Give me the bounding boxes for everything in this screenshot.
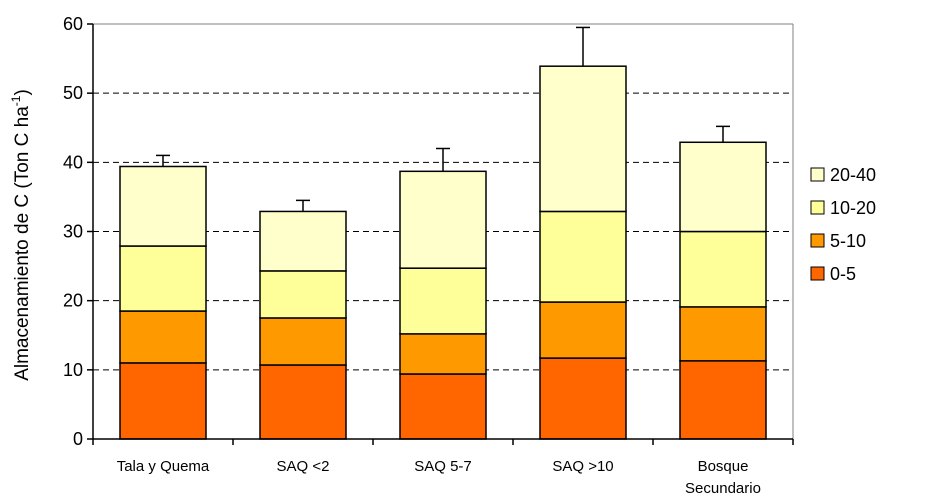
legend-swatch (810, 233, 825, 248)
y-tick-label: 0 (73, 429, 83, 449)
y-axis-label: Almacenamiento de C (Ton C ha-1) (9, 89, 33, 381)
bar-segment-0-5 (399, 373, 487, 440)
bar-segment-0-5 (119, 362, 207, 440)
bar-segment-5-10 (539, 301, 627, 359)
bar-segment-5-10 (259, 317, 347, 366)
x-category-label: SAQ <2 (277, 458, 330, 475)
legend-label: 10-20 (830, 198, 876, 218)
y-axis-label-superscript: -1 (9, 95, 23, 106)
x-category-label: Bosque (698, 458, 749, 475)
bars (119, 65, 767, 440)
legend-label: 5-10 (830, 231, 866, 251)
y-tick-label: 10 (63, 360, 83, 380)
bar-segment-10-20 (399, 267, 487, 335)
bar-segment-0-5 (539, 357, 627, 440)
bar-segment-10-20 (119, 245, 207, 312)
y-tick-labels: 0 10 20 30 40 50 60 (63, 14, 83, 449)
x-category-label: Secundario (685, 480, 761, 497)
error-bars (156, 26, 730, 212)
bar-segment-10-20 (539, 210, 627, 303)
y-tick-label: 60 (63, 14, 83, 34)
legend-label: 20-40 (830, 165, 876, 185)
bar-segment-5-10 (119, 310, 207, 364)
bar-segment-20-40 (119, 165, 207, 247)
bar-segment-20-40 (539, 65, 627, 213)
bar-segment-5-10 (679, 306, 767, 362)
y-tick-label: 30 (63, 222, 83, 242)
legend: 20-40 10-20 5-10 0-5 (810, 165, 876, 284)
bar-segment-0-5 (679, 360, 767, 440)
y-axis-label-end: ) (12, 89, 33, 95)
x-category-label: SAQ 5-7 (414, 458, 472, 475)
legend-swatch (810, 200, 825, 215)
bar-segment-20-40 (679, 141, 767, 233)
bar-segment-10-20 (679, 230, 767, 308)
y-tick-label: 40 (63, 152, 83, 172)
x-category-labels: Tala y Quema SAQ <2 SAQ 5-7 SAQ >10 Bosque Se… (117, 458, 761, 497)
bar-segment-10-20 (259, 270, 347, 319)
legend-swatch (810, 167, 825, 182)
axes (87, 23, 794, 445)
bar-segment-0-5 (259, 364, 347, 440)
legend-label: 0-5 (830, 264, 856, 284)
legend-swatch (810, 266, 825, 281)
y-axis-label-main: Almacenamiento de C (Ton C ha (12, 106, 33, 381)
x-category-label: Tala y Quema (117, 458, 210, 475)
bar-segment-20-40 (399, 170, 487, 269)
y-tick-label: 20 (63, 291, 83, 311)
bar-segment-20-40 (259, 210, 347, 272)
y-tick-label: 50 (63, 83, 83, 103)
x-category-label: SAQ >10 (552, 458, 613, 475)
bar-segment-5-10 (399, 333, 487, 375)
